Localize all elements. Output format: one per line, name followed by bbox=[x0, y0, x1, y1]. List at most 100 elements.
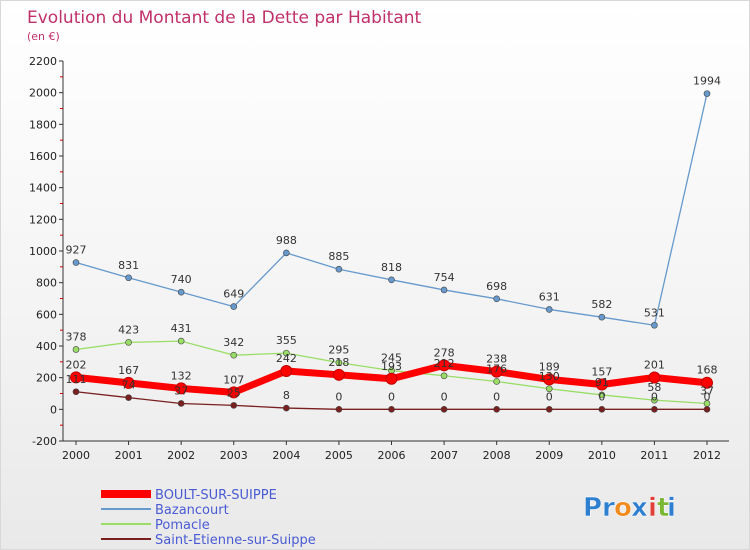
chart-subtitle: (en €) bbox=[27, 30, 60, 43]
data-label: 0 bbox=[441, 390, 448, 403]
data-label: 740 bbox=[171, 273, 192, 286]
y-tick-label: 1800 bbox=[29, 118, 57, 131]
data-point bbox=[125, 394, 132, 401]
data-point bbox=[493, 295, 500, 303]
data-point bbox=[598, 313, 606, 321]
y-tick-label: -200 bbox=[32, 435, 57, 448]
data-point bbox=[280, 365, 293, 378]
data-label: 818 bbox=[381, 261, 402, 274]
data-point bbox=[440, 372, 448, 380]
chart-title: Evolution du Montant de la Dette par Hab… bbox=[27, 8, 422, 28]
y-tick-label: 2000 bbox=[29, 87, 57, 100]
data-label: 189 bbox=[539, 360, 560, 373]
data-label: 278 bbox=[434, 346, 455, 359]
data-point bbox=[283, 404, 290, 412]
data-label: 238 bbox=[486, 353, 507, 366]
data-point bbox=[543, 373, 556, 386]
data-point bbox=[283, 349, 290, 357]
data-point bbox=[545, 385, 553, 393]
series-3 bbox=[72, 388, 711, 413]
x-tick-label: 2004 bbox=[272, 449, 300, 462]
data-label: 168 bbox=[697, 364, 718, 377]
data-point bbox=[72, 259, 80, 266]
data-point bbox=[72, 346, 80, 353]
series-lines bbox=[70, 90, 713, 413]
data-point bbox=[125, 274, 132, 282]
x-tick-label: 2002 bbox=[167, 449, 195, 462]
data-label: 37 bbox=[174, 384, 188, 397]
data-label: 130 bbox=[539, 370, 560, 383]
data-point bbox=[385, 372, 398, 385]
data-label: 8 bbox=[283, 389, 290, 402]
data-label: 754 bbox=[434, 271, 455, 284]
legend-label: Bazancourt bbox=[155, 503, 229, 518]
data-label: 212 bbox=[434, 357, 455, 370]
data-label: 0 bbox=[388, 390, 395, 403]
data-label: 0 bbox=[335, 390, 342, 403]
data-label: 631 bbox=[539, 290, 560, 303]
series-0 bbox=[70, 359, 713, 399]
data-label: 831 bbox=[118, 259, 139, 272]
data-label: 218 bbox=[328, 356, 349, 369]
data-point bbox=[598, 406, 606, 413]
data-point bbox=[177, 337, 185, 345]
data-point bbox=[227, 386, 240, 399]
data-point bbox=[598, 391, 606, 399]
logo-letter: o bbox=[614, 493, 633, 523]
data-label: 0 bbox=[493, 390, 500, 403]
data-label: 295 bbox=[328, 344, 349, 357]
legend-label: Pomacle bbox=[155, 518, 210, 533]
y-tick-label: 800 bbox=[36, 277, 57, 290]
data-label: 342 bbox=[223, 336, 244, 349]
logo-letter: P bbox=[583, 493, 603, 523]
legend-label: BOULT-SUR-SUIPPE bbox=[155, 488, 277, 503]
legend: BOULT-SUR-SUIPPEBazancourtPomacleSaint-E… bbox=[101, 488, 316, 548]
data-point bbox=[545, 406, 553, 413]
logo-letter: r bbox=[602, 493, 616, 523]
x-tick-label: 2009 bbox=[535, 449, 563, 462]
data-label: 58 bbox=[647, 381, 661, 394]
x-tick-label: 2000 bbox=[62, 449, 90, 462]
data-label: 0 bbox=[598, 390, 605, 403]
data-point bbox=[388, 406, 395, 413]
x-tick-label: 2007 bbox=[430, 449, 458, 462]
x-tick-label: 2003 bbox=[220, 449, 248, 462]
legend-entry-1: Bazancourt bbox=[101, 503, 229, 518]
logo-letter: x bbox=[631, 493, 649, 523]
data-label: 132 bbox=[171, 369, 192, 382]
x-tick-label: 2006 bbox=[378, 449, 406, 462]
data-point bbox=[177, 288, 185, 296]
data-point bbox=[230, 303, 238, 310]
data-point bbox=[72, 388, 80, 396]
data-point bbox=[177, 400, 185, 407]
y-tick-label: 0 bbox=[50, 403, 57, 416]
x-tick-label: 2011 bbox=[640, 449, 668, 462]
y-tick-label: 400 bbox=[36, 340, 57, 353]
legend-entry-2: Pomacle bbox=[101, 518, 210, 533]
data-point bbox=[651, 406, 658, 413]
data-label: 0 bbox=[704, 390, 711, 403]
data-label: 157 bbox=[591, 365, 612, 378]
data-label: 245 bbox=[381, 352, 402, 365]
data-label: 431 bbox=[171, 322, 192, 335]
data-point bbox=[703, 406, 711, 413]
axes: -200020040060080010001200140016001800200… bbox=[29, 55, 729, 462]
data-label: 582 bbox=[591, 298, 612, 311]
x-tick-label: 2005 bbox=[325, 449, 353, 462]
data-label: 107 bbox=[223, 373, 244, 386]
data-label: 0 bbox=[651, 390, 658, 403]
y-tick-label: 600 bbox=[36, 308, 57, 321]
data-label: 91 bbox=[595, 376, 609, 389]
data-label: 378 bbox=[66, 330, 87, 343]
data-point bbox=[701, 376, 713, 389]
data-point bbox=[440, 406, 448, 413]
y-tick-label: 2200 bbox=[29, 55, 57, 68]
data-label: 202 bbox=[66, 358, 87, 371]
legend-entry-3: Saint-Etienne-sur-Suippe bbox=[101, 533, 316, 548]
data-point bbox=[490, 365, 503, 378]
data-point bbox=[493, 406, 500, 413]
data-point bbox=[332, 368, 345, 381]
data-label: 1994 bbox=[693, 75, 721, 88]
data-point bbox=[335, 265, 343, 273]
